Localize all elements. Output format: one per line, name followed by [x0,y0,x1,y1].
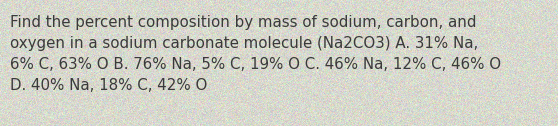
Text: Find the percent composition by mass of sodium, carbon, and
oxygen in a sodium c: Find the percent composition by mass of … [10,15,501,93]
